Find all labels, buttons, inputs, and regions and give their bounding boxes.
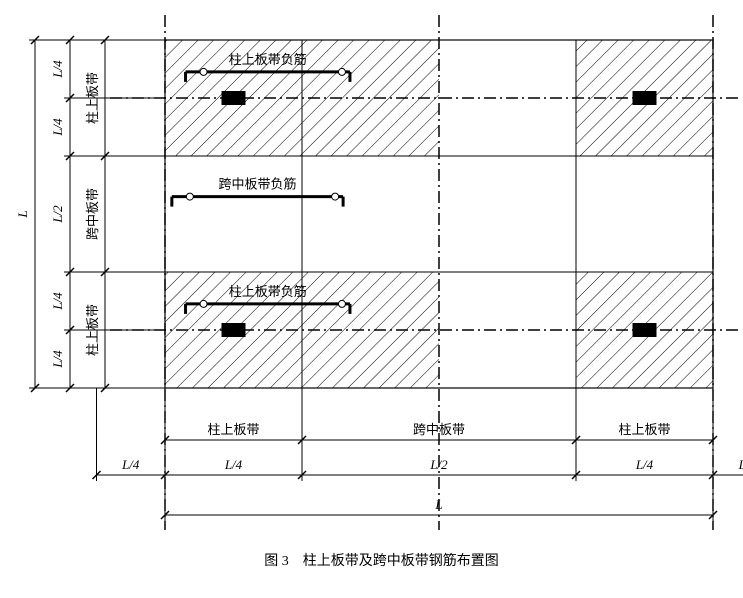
hatched-strip xyxy=(165,98,302,156)
dim-label: L/2 xyxy=(429,457,448,472)
rebar-label: 跨中板带负筋 xyxy=(218,177,296,192)
hatched-strip xyxy=(165,272,302,330)
hatched-strip xyxy=(576,98,713,156)
dim-label: L xyxy=(15,210,30,218)
dim-label: 跨中板带 xyxy=(413,422,465,437)
dim-label: L/4 xyxy=(738,457,743,472)
dim-label: L/4 xyxy=(224,457,243,472)
rebar-label: 柱上板带负筋 xyxy=(229,284,307,299)
dim-label: 跨中板带 xyxy=(85,188,100,240)
figure-container: 柱上板带负筋跨中板带负筋柱上板带负筋柱上板带跨中板带柱上板带L/4L/4L/2L… xyxy=(10,10,743,588)
dim-label: L/4 xyxy=(121,457,140,472)
dim-label: L xyxy=(434,497,442,512)
dim-label: L/4 xyxy=(50,60,65,79)
dim-label: 柱上板带 xyxy=(207,422,259,437)
dim-label: 柱上板带 xyxy=(618,422,670,437)
rebar-label: 柱上板带负筋 xyxy=(229,52,307,67)
dim-label: L/4 xyxy=(50,350,65,369)
column-marker xyxy=(633,91,657,105)
hatched-strip xyxy=(302,272,439,330)
dim-label: L/4 xyxy=(50,292,65,311)
dim-label: L/4 xyxy=(635,457,654,472)
dim-label: L/4 xyxy=(50,118,65,137)
column-marker xyxy=(222,91,246,105)
hatched-strip xyxy=(576,330,713,388)
figure-caption: 图 3 柱上板带及跨中板带钢筋布置图 xyxy=(264,552,499,569)
hatched-strip xyxy=(165,330,302,388)
column-marker xyxy=(222,323,246,337)
hatched-strip xyxy=(165,40,302,98)
diagram-svg: 柱上板带负筋跨中板带负筋柱上板带负筋柱上板带跨中板带柱上板带L/4L/4L/2L… xyxy=(10,10,743,588)
column-marker xyxy=(633,323,657,337)
hatched-strip xyxy=(302,98,439,156)
dim-label: L/2 xyxy=(50,205,65,224)
hatched-strip xyxy=(576,40,713,98)
hatched-strip xyxy=(302,40,439,98)
hatched-strip xyxy=(302,330,439,388)
hatched-strip xyxy=(576,272,713,330)
